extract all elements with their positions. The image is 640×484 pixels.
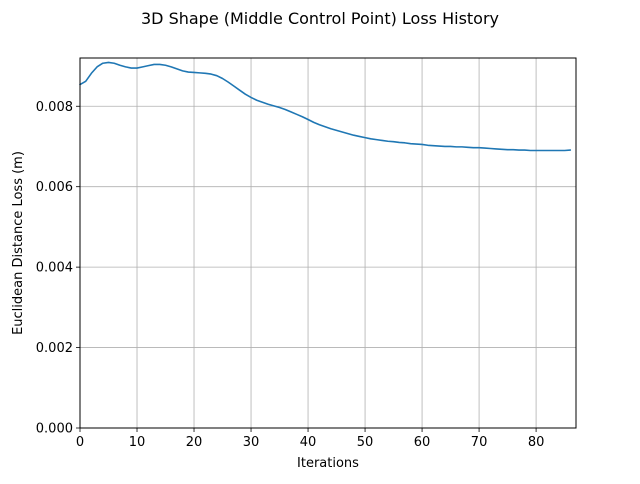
x-tick-label: 80 [528,435,545,450]
y-axis-label: Euclidean Distance Loss (m) [11,151,26,335]
y-tick-label: 0.000 [36,422,73,437]
x-tick-label: 60 [414,435,431,450]
x-tick-label: 70 [471,435,488,450]
series-layer [79,61,572,152]
x-tick-label: 40 [300,435,317,450]
x-tick-label: 20 [186,435,203,450]
x-tick-label: 30 [243,435,260,450]
x-axis-label: Iterations [297,456,359,471]
plot-frame [79,57,577,429]
x-tick-label: 10 [129,435,146,450]
x-tick-label: 0 [76,435,84,450]
y-tick-label: 0.008 [36,100,73,115]
y-tick-label: 0.006 [36,180,73,195]
y-tick-label: 0.002 [36,341,73,356]
y-axis-ticks: 0.000 0.002 0.004 0.006 0.008 [36,100,80,437]
x-axis-ticks: 0 10 20 30 40 50 60 70 80 [76,428,545,450]
x-tick-label: 50 [357,435,374,450]
y-tick-label: 0.004 [36,261,73,276]
chart-title: 3D Shape (Middle Control Point) Loss His… [141,9,499,28]
series-line [79,61,572,152]
grid-lines [79,58,576,429]
